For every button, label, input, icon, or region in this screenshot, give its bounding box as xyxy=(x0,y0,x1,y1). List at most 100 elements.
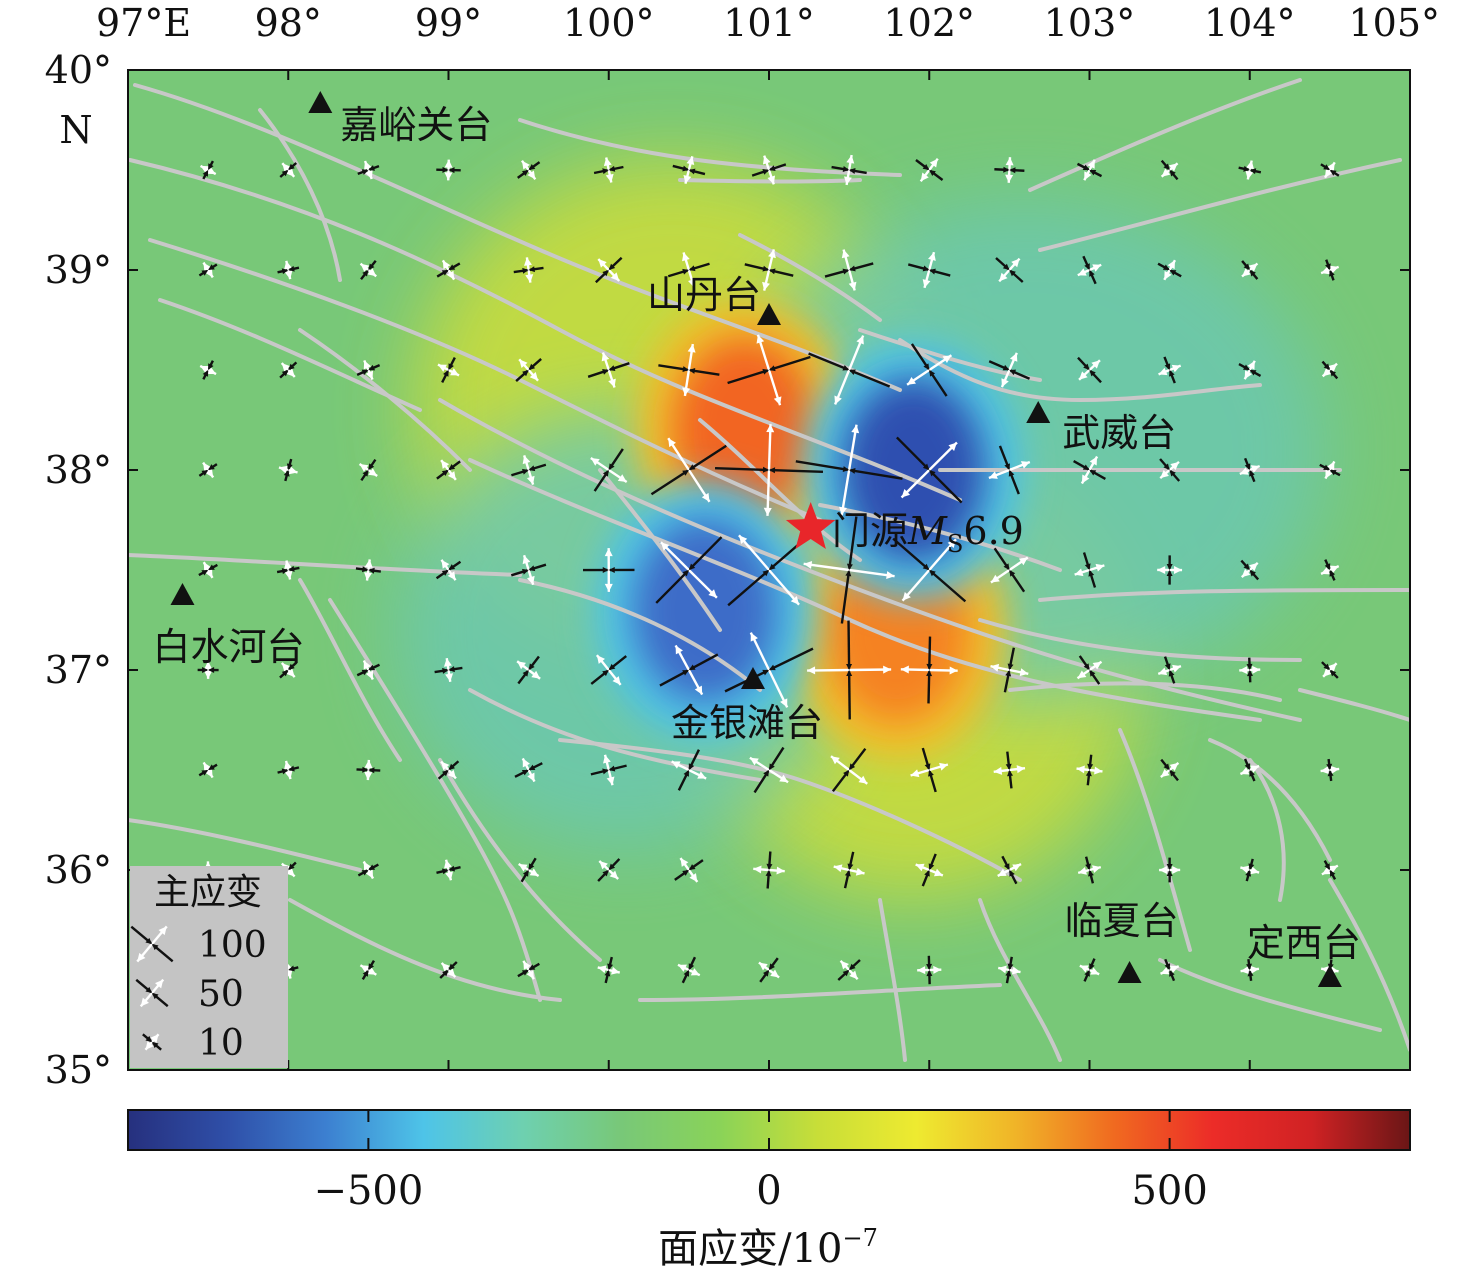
arrow-head xyxy=(206,166,216,175)
arrow-head xyxy=(668,438,676,448)
arrow-head xyxy=(158,926,167,936)
colorbar-tick-label: 0 xyxy=(756,1168,781,1214)
arrow-head xyxy=(997,868,1007,876)
arrow-head xyxy=(368,767,375,774)
strain-cross xyxy=(659,644,719,696)
arrow-head xyxy=(204,670,213,679)
arrow-head xyxy=(208,163,214,170)
arrow-head xyxy=(448,363,454,370)
arrow-head xyxy=(998,965,1007,974)
latitude-labels: 40° 39° 38° 37° 36° 35° xyxy=(45,48,112,1092)
arrow-head xyxy=(367,967,377,975)
arrow-head xyxy=(441,761,450,771)
arrow-head xyxy=(202,666,209,673)
arrow-head xyxy=(1163,763,1170,770)
strain-cross xyxy=(988,352,1031,388)
arrow-head xyxy=(368,567,375,574)
strain-cross xyxy=(1077,856,1102,884)
arrow-head xyxy=(803,560,813,569)
arrow-head xyxy=(839,506,847,516)
arrow-head xyxy=(1160,469,1169,479)
strain-cross xyxy=(997,855,1022,885)
arrow-head xyxy=(442,770,449,777)
strain-cross xyxy=(593,157,624,183)
arrow-head xyxy=(1329,670,1337,677)
strain-cross xyxy=(990,647,1029,693)
arrow-head xyxy=(1157,565,1166,574)
arrow-head xyxy=(1089,456,1098,466)
station-label: 白水河台 xyxy=(152,625,304,669)
arrow-head xyxy=(929,170,936,177)
arrow-head xyxy=(675,645,683,655)
strain-cross xyxy=(356,660,381,680)
strain-cross xyxy=(516,655,541,685)
arrow-head xyxy=(522,455,531,465)
arrow-head xyxy=(1005,174,1014,183)
arrow-head xyxy=(602,270,609,277)
arrow-head xyxy=(1007,770,1014,777)
arrow-head xyxy=(286,368,295,377)
arrow-head xyxy=(1084,563,1091,570)
latitude-label: 40° xyxy=(45,48,112,92)
arrow-head xyxy=(922,563,930,570)
arrow-head xyxy=(608,663,616,670)
arrow-head xyxy=(1239,467,1249,475)
fault-line xyxy=(1298,688,1410,722)
strain-cross xyxy=(435,559,462,581)
arrow-head xyxy=(606,776,615,786)
arrow-head xyxy=(528,164,536,170)
arrow-head xyxy=(150,1034,159,1043)
arrow-head xyxy=(528,266,535,273)
arrow-head xyxy=(1074,568,1084,577)
strain-cross xyxy=(357,860,379,880)
arrow-head xyxy=(603,754,611,764)
strain-cross xyxy=(751,155,787,185)
arrow-head xyxy=(201,770,209,776)
arrow-head xyxy=(990,574,1000,583)
fault-lines xyxy=(128,78,1410,1062)
fault-line xyxy=(738,233,882,322)
arrow-head xyxy=(762,281,770,291)
arrow-head xyxy=(450,368,460,376)
arrow-head xyxy=(769,365,776,372)
arrow-head xyxy=(1005,763,1012,770)
arrow-head xyxy=(602,567,609,574)
arrow-head xyxy=(284,760,292,770)
fault-line xyxy=(1038,158,1402,252)
arrow-head xyxy=(1321,867,1331,875)
arrow-head xyxy=(1085,770,1092,777)
arrow-head xyxy=(849,468,856,474)
strain-cross xyxy=(276,560,300,580)
arrow-head xyxy=(441,470,449,476)
arrow-head xyxy=(281,363,291,372)
arrow-head xyxy=(528,863,535,870)
arrow-head xyxy=(1246,160,1254,170)
arrow-head xyxy=(597,965,607,974)
strain-cross xyxy=(795,424,903,516)
arrow-head xyxy=(682,870,689,876)
strain-cross xyxy=(758,957,780,983)
arrow-head xyxy=(1329,370,1337,377)
arrow-head xyxy=(201,470,209,476)
arrow-head xyxy=(362,766,369,773)
arrow-head xyxy=(770,969,780,978)
arrow-head xyxy=(368,263,375,270)
station-label: 嘉峪关台 xyxy=(340,103,492,147)
arrow-head xyxy=(682,366,689,373)
arrow-head xyxy=(1241,568,1251,578)
arrow-head xyxy=(993,766,1003,775)
station-triangle-icon xyxy=(740,667,765,689)
arrow-head xyxy=(441,270,449,276)
arrow-head xyxy=(1090,967,1100,975)
strain-cross xyxy=(1241,260,1259,280)
strain-cross xyxy=(1157,656,1182,684)
strain-cross xyxy=(990,547,1029,593)
arrow-head xyxy=(926,670,933,677)
arrow-head xyxy=(205,468,214,478)
arrow-head xyxy=(766,863,773,870)
arrow-head xyxy=(923,363,930,370)
arrow-head xyxy=(608,863,616,870)
arrow-head xyxy=(1168,163,1178,172)
strain-cross xyxy=(744,249,794,291)
arrow-head xyxy=(204,661,213,670)
